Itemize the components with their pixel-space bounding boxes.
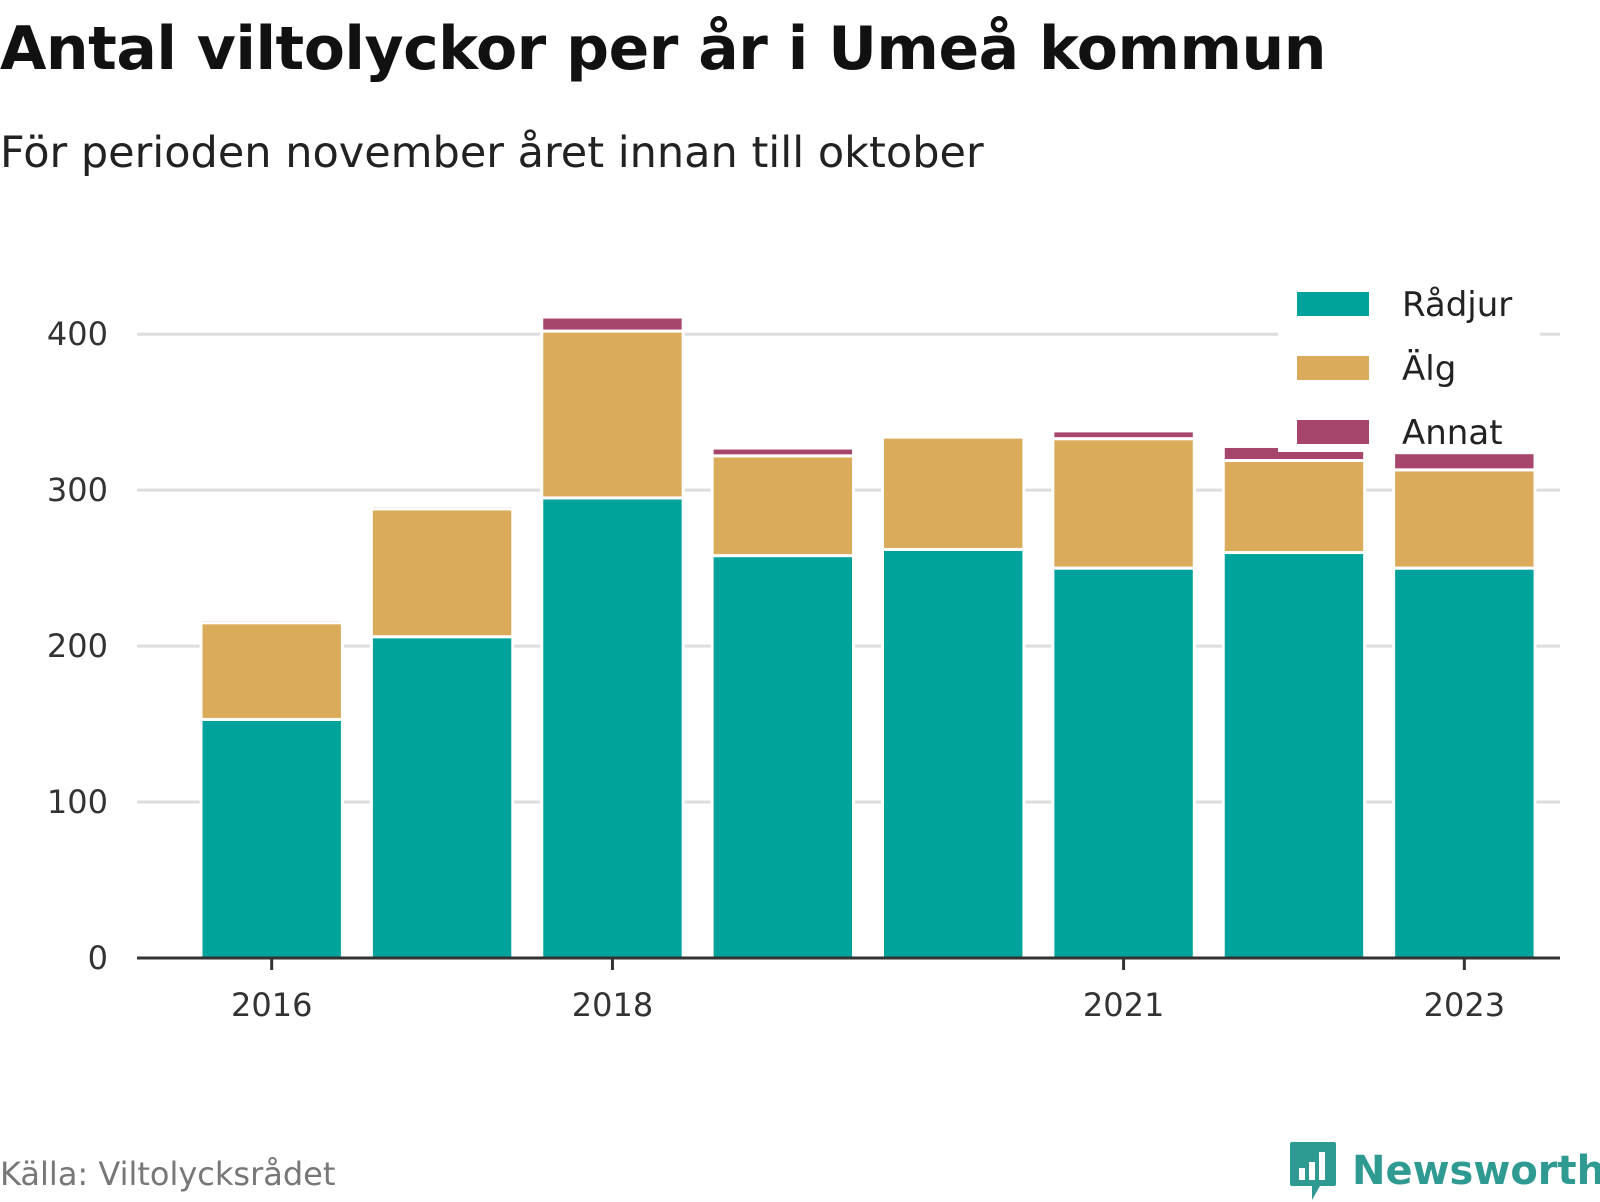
legend: Rådjur Älg Annat	[1278, 282, 1540, 453]
brand-name: Newsworthy	[1352, 1148, 1600, 1194]
legend-label: Älg	[1402, 349, 1456, 389]
bar-segment-älg-2022	[1221, 459, 1367, 555]
y-tick-label: 100	[47, 783, 108, 821]
bar-segment-annat-2016	[199, 618, 344, 625]
y-tick-label: 0	[88, 939, 108, 977]
bar-segment-älg-2019	[710, 454, 856, 558]
bar-segment-älg-2017	[369, 507, 515, 639]
bar-segment-älg-2018	[540, 329, 685, 500]
bar-chart-speech-bubble-icon	[1290, 1142, 1336, 1200]
legend-swatch	[1297, 292, 1369, 316]
x-tick-label: 2023	[1424, 986, 1505, 1024]
legend-label: Rådjur	[1402, 285, 1512, 325]
bar-segment-rådjur-2018	[540, 496, 685, 960]
chart-title: Antal viltolyckor per år i Umeå kommun	[0, 14, 1327, 84]
legend-label: Annat	[1402, 413, 1503, 453]
x-tick-label: 2016	[231, 986, 312, 1024]
bar-segment-rådjur-2023	[1392, 566, 1537, 960]
stacked-bar-chart: 0 100 200 300 400 2016 2018 2021 2023 Rådjur Älg…	[46, 282, 1560, 1024]
bar-segment-rådjur-2020	[881, 547, 1026, 960]
bar-segment-älg-2020	[881, 435, 1026, 551]
bar-segment-rådjur-2021	[1051, 566, 1196, 960]
bar-segment-annat-2023	[1392, 451, 1537, 472]
bar-segment-älg-2021	[1051, 437, 1196, 570]
bar-segment-rådjur-2017	[369, 635, 515, 960]
bar-segment-rådjur-2016	[199, 717, 344, 960]
bar-segment-annat-2018	[540, 315, 685, 333]
source-note: Källa: Viltolycksrådet	[0, 1155, 336, 1193]
y-tick-label: 400	[47, 315, 108, 353]
bar-segment-rådjur-2022	[1221, 551, 1367, 960]
legend-swatch	[1297, 356, 1369, 380]
x-axis: 2016 2018 2021 2023	[137, 956, 1560, 1024]
brand-logo: Newsworthy	[1288, 1140, 1600, 1202]
bar-segment-annat-2017	[369, 504, 515, 511]
bar-segment-annat-2021	[1051, 429, 1196, 441]
x-tick-label: 2018	[572, 986, 653, 1024]
x-tick-label: 2021	[1083, 986, 1164, 1024]
bar-segment-annat-2019	[710, 446, 856, 458]
legend-swatch	[1297, 420, 1369, 444]
y-axis-labels: 0 100 200 300 400	[47, 315, 108, 977]
bar-segment-rådjur-2019	[710, 554, 856, 960]
y-tick-label: 300	[47, 471, 108, 509]
bars	[199, 315, 1537, 960]
bar-segment-älg-2016	[199, 621, 344, 721]
chart-subtitle: För perioden november året innan till ok…	[0, 128, 984, 178]
bar-segment-älg-2023	[1392, 468, 1537, 570]
y-tick-label: 200	[47, 627, 108, 665]
